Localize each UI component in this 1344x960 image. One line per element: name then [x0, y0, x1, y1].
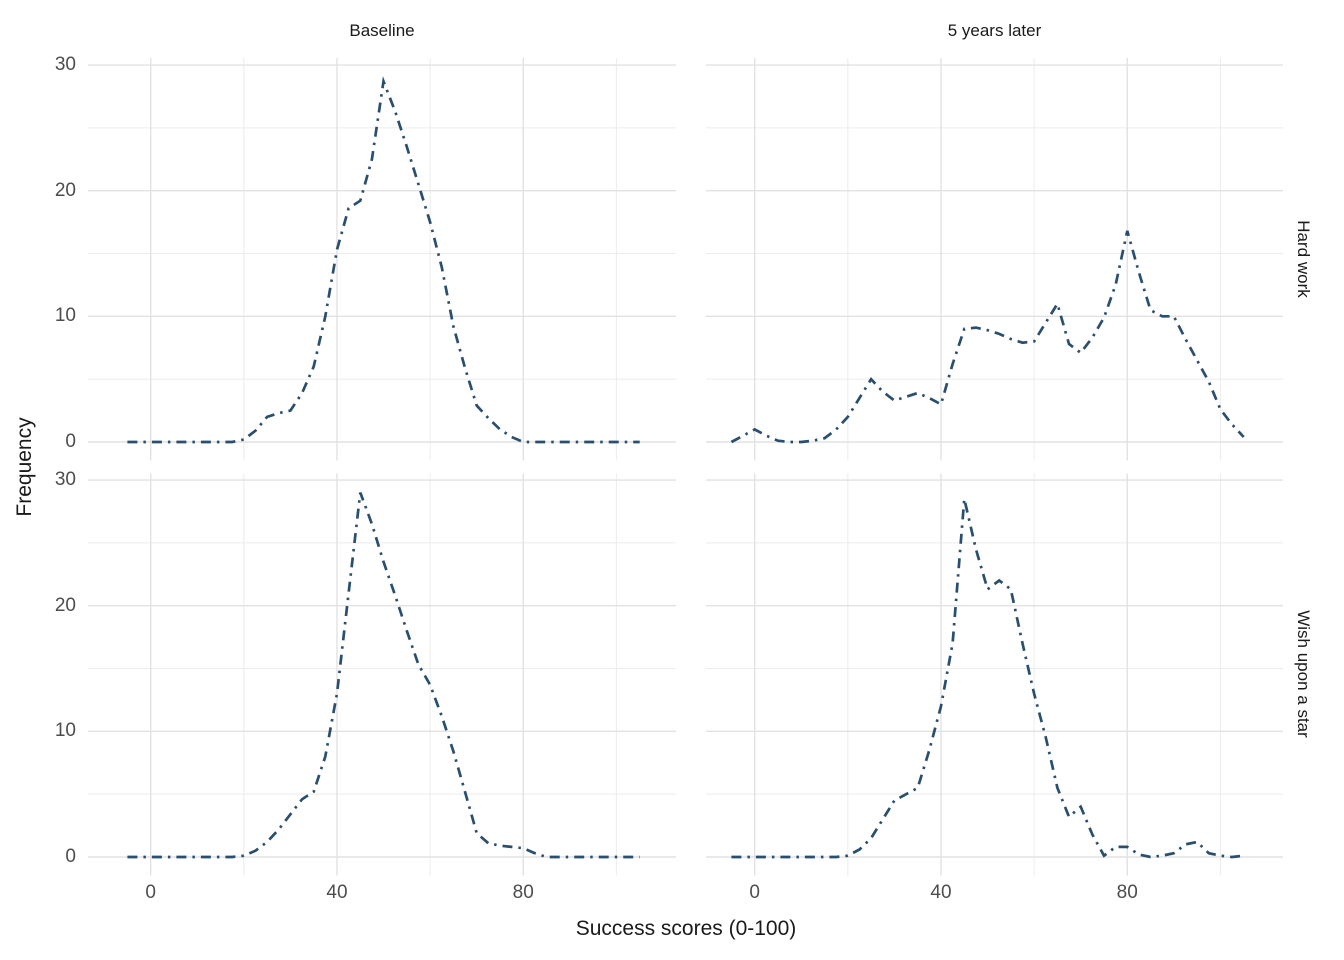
y-tick-label: 20	[54, 594, 76, 616]
x-tick-label: 0	[749, 882, 760, 903]
x-tick-label: 40	[930, 882, 952, 903]
x-tick-label: 80	[512, 882, 534, 903]
facet-col-label-5-years-later: 5 years later	[947, 21, 1042, 40]
y-tick-label: 0	[65, 431, 76, 452]
facet-col-label-baseline: Baseline	[349, 21, 415, 40]
freqpoly-line-wish-upon-a-star-5-years-later	[731, 498, 1244, 859]
y-tick-label: 20	[54, 179, 76, 201]
facet-row-label-wish-upon-a-star: Wish upon a star	[1294, 610, 1313, 738]
x-tick-label: 40	[326, 882, 348, 903]
y-tick-label: 10	[54, 305, 76, 327]
freqpoly-line-hard-work-baseline	[127, 76, 640, 444]
x-tick-label: 0	[145, 882, 156, 903]
y-tick-label: 0	[65, 846, 76, 867]
x-axis-title: Success scores (0-100)	[575, 917, 797, 940]
y-tick-label: 30	[54, 469, 76, 491]
y-tick-label: 10	[54, 720, 76, 742]
y-tick-label: 30	[54, 54, 76, 76]
facet-row-label-hard-work: Hard work	[1294, 220, 1313, 298]
freqpoly-line-hard-work-5-years-later	[730, 230, 1245, 444]
x-tick-label: 80	[1116, 882, 1138, 903]
freqpoly-line-wish-upon-a-star-baseline	[127, 492, 640, 859]
